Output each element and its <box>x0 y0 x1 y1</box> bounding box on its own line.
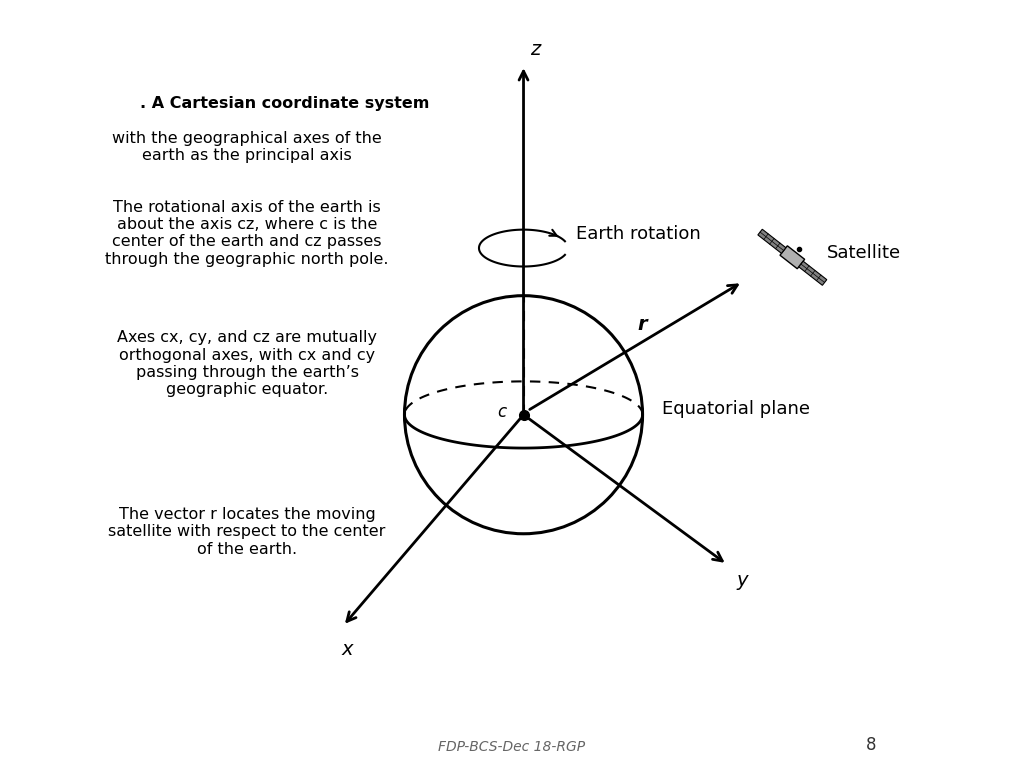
Text: y: y <box>736 571 748 590</box>
Text: c: c <box>498 403 507 422</box>
Polygon shape <box>758 229 785 253</box>
Text: Axes cx, cy, and cz are mutually
orthogonal axes, with cx and cy
passing through: Axes cx, cy, and cz are mutually orthogo… <box>117 330 377 398</box>
Text: Earth rotation: Earth rotation <box>575 225 700 243</box>
Text: with the geographical axes of the
earth as the principal axis: with the geographical axes of the earth … <box>113 131 382 163</box>
Text: z: z <box>529 40 540 59</box>
Text: Equatorial plane: Equatorial plane <box>662 399 810 418</box>
Text: . A Cartesian coordinate system: . A Cartesian coordinate system <box>139 96 429 111</box>
Polygon shape <box>780 246 805 269</box>
Text: The rotational axis of the earth is
about the axis cz, where c is the
center of : The rotational axis of the earth is abou… <box>105 200 389 267</box>
Text: The vector r locates the moving
satellite with respect to the center
of the eart: The vector r locates the moving satellit… <box>109 507 386 557</box>
Text: FDP-BCS-Dec 18-RGP: FDP-BCS-Dec 18-RGP <box>438 740 586 754</box>
Text: Satellite: Satellite <box>826 244 901 263</box>
Text: x: x <box>341 640 352 659</box>
Polygon shape <box>799 261 826 286</box>
Text: 8: 8 <box>866 737 877 754</box>
Text: r: r <box>638 315 647 334</box>
